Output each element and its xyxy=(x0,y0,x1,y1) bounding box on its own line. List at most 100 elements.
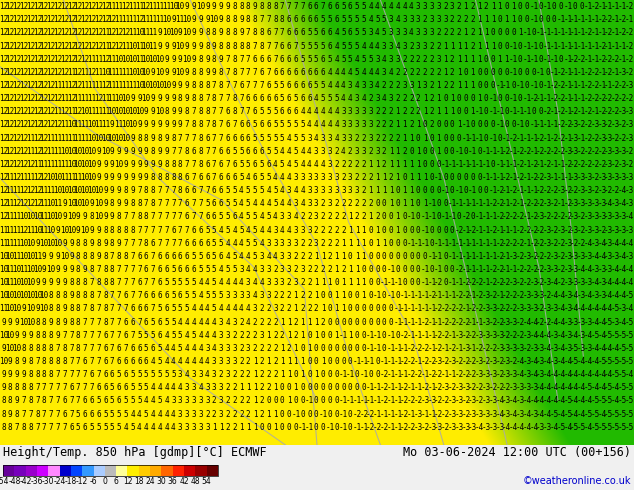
Text: 0: 0 xyxy=(354,370,359,379)
Text: 8: 8 xyxy=(137,212,142,221)
Text: -4: -4 xyxy=(611,383,620,392)
Text: -2: -2 xyxy=(380,370,389,379)
Text: 2: 2 xyxy=(205,410,210,418)
Text: 7: 7 xyxy=(117,318,121,326)
Text: -2: -2 xyxy=(583,81,593,90)
Text: -4: -4 xyxy=(624,304,633,314)
Text: -1: -1 xyxy=(508,42,518,50)
Text: 11: 11 xyxy=(101,107,110,116)
Text: 8: 8 xyxy=(151,147,155,156)
Text: 0: 0 xyxy=(416,199,420,208)
Text: 1: 1 xyxy=(409,160,414,169)
Text: 3: 3 xyxy=(396,28,400,37)
Text: -2: -2 xyxy=(461,212,470,221)
Text: 12: 12 xyxy=(39,173,49,182)
Text: 3: 3 xyxy=(219,357,223,366)
Text: 8: 8 xyxy=(103,265,108,274)
Text: 1: 1 xyxy=(423,134,427,143)
Text: 9: 9 xyxy=(62,199,67,208)
Text: 12: 12 xyxy=(6,147,15,156)
Text: 1: 1 xyxy=(389,147,393,156)
Text: -2: -2 xyxy=(563,199,573,208)
Text: 2: 2 xyxy=(226,410,230,418)
Text: -2: -2 xyxy=(468,225,477,235)
Text: -1: -1 xyxy=(393,344,403,353)
Text: -3: -3 xyxy=(522,291,532,300)
Bar xyxy=(71,465,82,476)
Text: 1: 1 xyxy=(314,278,318,287)
Text: 10: 10 xyxy=(114,107,124,116)
Text: 10: 10 xyxy=(74,147,83,156)
Text: 4: 4 xyxy=(354,55,359,64)
Text: 0: 0 xyxy=(368,278,373,287)
Text: 1: 1 xyxy=(436,134,441,143)
Text: 12: 12 xyxy=(6,107,15,116)
Text: 1: 1 xyxy=(491,42,495,50)
Text: 8: 8 xyxy=(29,357,33,366)
Text: 9: 9 xyxy=(164,68,169,77)
Text: 0: 0 xyxy=(348,304,353,314)
Text: 5: 5 xyxy=(226,186,230,195)
Text: 6: 6 xyxy=(110,370,115,379)
Text: -1: -1 xyxy=(515,199,525,208)
Text: -3: -3 xyxy=(434,423,443,432)
Text: 2: 2 xyxy=(470,42,475,50)
Text: -2: -2 xyxy=(557,147,566,156)
Text: -4: -4 xyxy=(611,278,620,287)
Text: 5: 5 xyxy=(131,423,135,432)
Text: 9: 9 xyxy=(219,28,223,37)
Text: -4: -4 xyxy=(563,357,573,366)
Text: 7: 7 xyxy=(124,265,128,274)
Text: 11: 11 xyxy=(67,107,76,116)
Text: -2: -2 xyxy=(604,121,613,129)
Text: 3: 3 xyxy=(287,265,291,274)
Text: 9: 9 xyxy=(96,225,101,235)
Text: 4: 4 xyxy=(157,423,162,432)
Text: 6: 6 xyxy=(205,134,210,143)
Text: 1: 1 xyxy=(436,94,441,103)
Text: 6: 6 xyxy=(131,344,135,353)
Text: 10: 10 xyxy=(135,107,144,116)
Text: 6: 6 xyxy=(144,304,148,314)
Text: 1: 1 xyxy=(463,2,468,11)
Text: -1: -1 xyxy=(461,265,470,274)
Text: -1: -1 xyxy=(529,2,538,11)
Text: -1: -1 xyxy=(597,2,607,11)
Text: -4: -4 xyxy=(563,383,573,392)
Text: 0: 0 xyxy=(341,344,346,353)
Text: -1: -1 xyxy=(577,28,586,37)
Text: -2: -2 xyxy=(543,212,552,221)
Text: -2: -2 xyxy=(543,252,552,261)
Text: -2: -2 xyxy=(557,278,566,287)
Text: 7: 7 xyxy=(157,239,162,247)
Text: -1: -1 xyxy=(434,173,443,182)
Text: 5: 5 xyxy=(273,199,278,208)
Text: 0: 0 xyxy=(518,2,522,11)
Text: -5: -5 xyxy=(563,396,573,405)
Text: 6: 6 xyxy=(184,199,190,208)
Text: 4: 4 xyxy=(205,370,210,379)
Text: 3: 3 xyxy=(191,396,196,405)
Text: 6: 6 xyxy=(82,410,87,418)
Text: 4: 4 xyxy=(164,396,169,405)
Text: 7: 7 xyxy=(137,239,142,247)
Text: 0: 0 xyxy=(463,68,468,77)
Text: 6: 6 xyxy=(307,94,312,103)
Text: 4: 4 xyxy=(328,121,332,129)
Text: 12: 12 xyxy=(13,55,22,64)
Text: 0: 0 xyxy=(382,225,387,235)
Text: 1: 1 xyxy=(470,81,475,90)
Text: 8: 8 xyxy=(69,318,74,326)
Text: -2: -2 xyxy=(508,212,518,221)
Text: 0: 0 xyxy=(301,383,305,392)
Text: -2: -2 xyxy=(515,318,525,326)
Text: 0: 0 xyxy=(301,410,305,418)
Text: -5: -5 xyxy=(604,318,613,326)
Text: 2: 2 xyxy=(307,212,312,221)
Text: 12: 12 xyxy=(19,134,29,143)
Text: 0: 0 xyxy=(491,160,495,169)
Text: 12: 12 xyxy=(33,68,42,77)
Text: -1: -1 xyxy=(557,28,566,37)
Text: 9: 9 xyxy=(144,160,148,169)
Text: 11: 11 xyxy=(6,173,15,182)
